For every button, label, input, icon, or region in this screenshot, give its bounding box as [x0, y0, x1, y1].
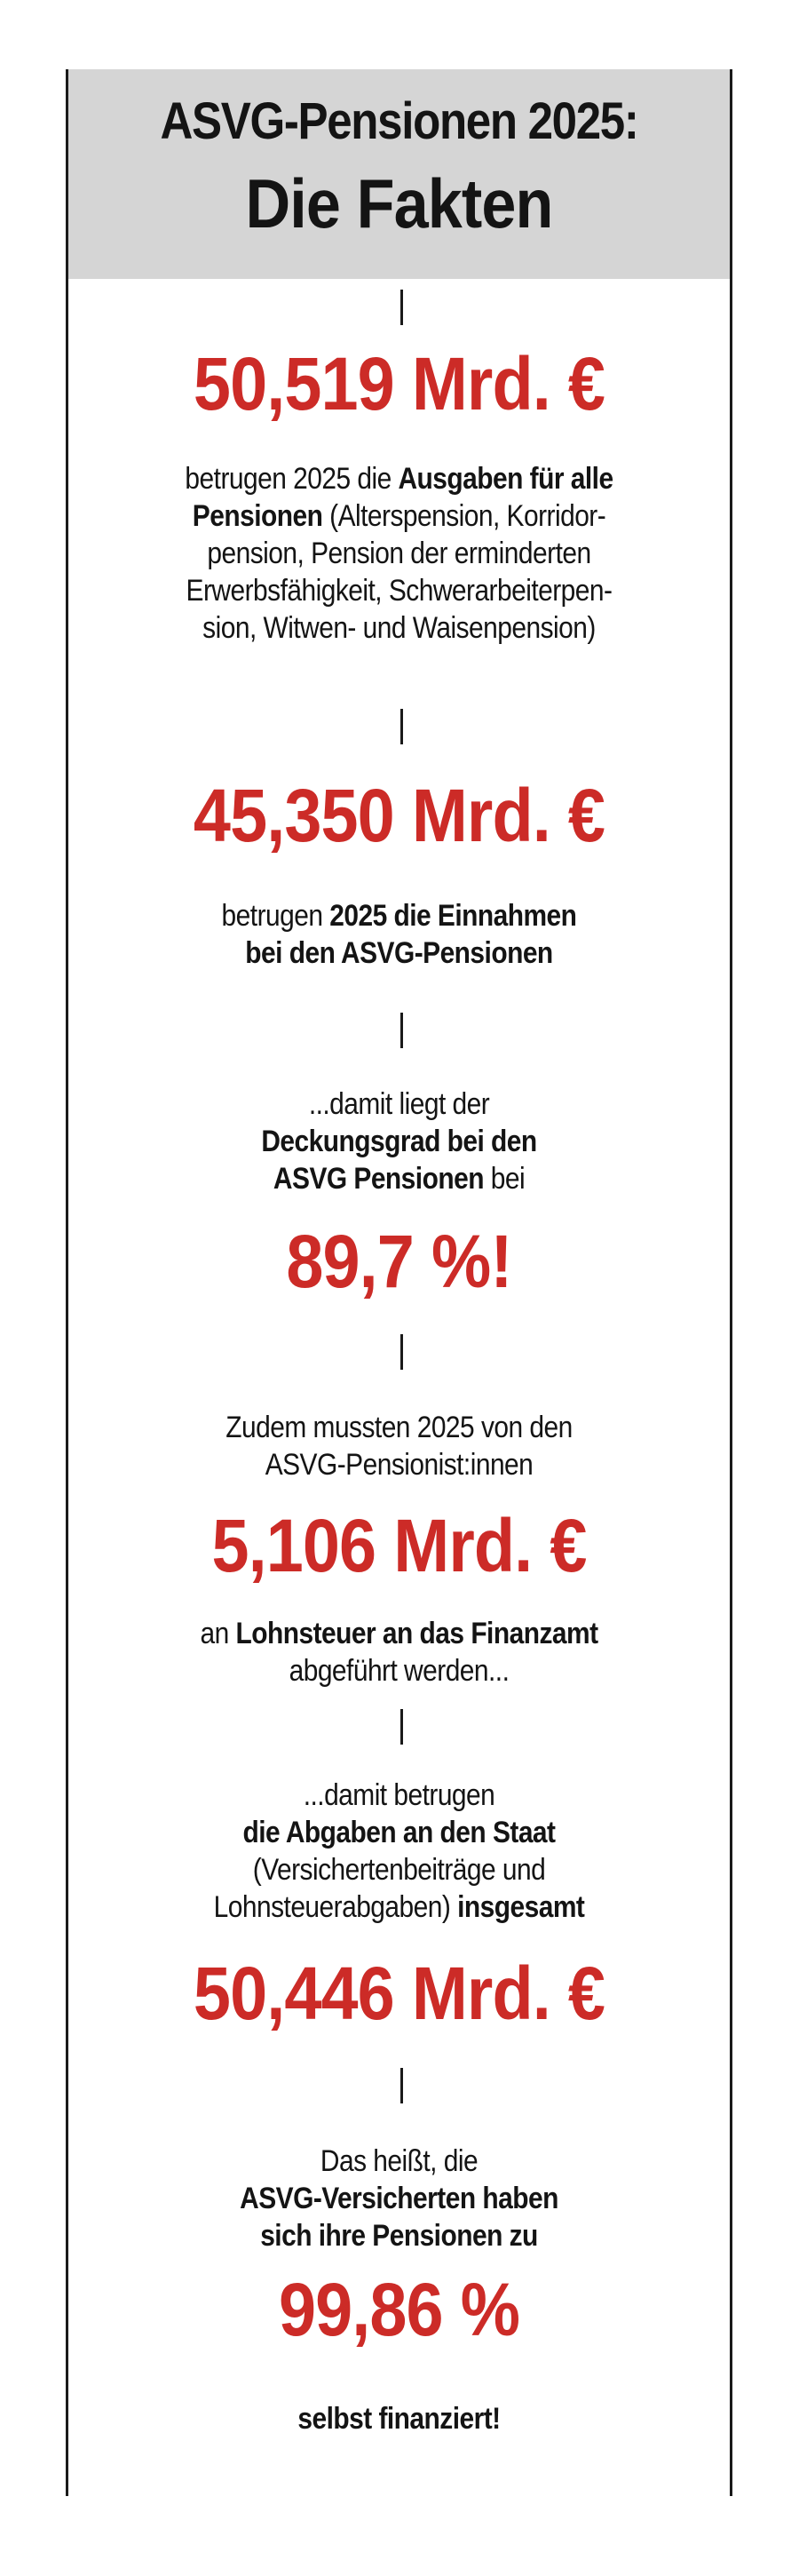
separator-3 [400, 1013, 403, 1048]
header-box: ASVG-Pensionen 2025: Die Fakten [68, 69, 730, 279]
separator-2 [400, 709, 403, 744]
levies-description: ...damit betrugen die Abgaben an den Sta… [213, 1778, 585, 1924]
tax-description: an Lohnsteuer an das Finanzamt abgeführt… [200, 1617, 598, 1688]
coverage-value: 89,7 %! [286, 1220, 512, 1303]
title-line-1: ASVG-Pensionen 2025: [160, 92, 638, 150]
separator-1 [400, 290, 403, 325]
expenses-value: 50,519 Mrd. € [193, 342, 605, 425]
self-financed-intro: Das heißt, die ASVG-Versicherten haben s… [240, 2144, 558, 2253]
expenses-description: betrugen 2025 die Ausgaben für alle Pens… [185, 462, 613, 645]
self-financed-closing: selbst finanziert! [297, 2402, 501, 2436]
separator-5 [400, 1709, 403, 1745]
levies-value: 50,446 Mrd. € [193, 1952, 605, 2035]
coverage-description: ...damit liegt der Deckungsgrad bei den … [261, 1087, 537, 1196]
facts-panel: ASVG-Pensionen 2025: Die Fakten 50,519 M… [66, 69, 732, 2496]
tax-intro: Zudem mussten 2025 von den ASVG-Pensioni… [225, 1411, 573, 1482]
tax-value: 5,106 Mrd. € [211, 1504, 587, 1587]
title-line-2: Die Fakten [245, 164, 553, 242]
separator-6 [400, 2068, 403, 2103]
revenue-description: betrugen 2025 die Einnahmen bei den ASVG… [221, 899, 577, 970]
self-financed-value: 99,86 % [278, 2268, 520, 2351]
separator-4 [400, 1334, 403, 1370]
revenue-value: 45,350 Mrd. € [193, 774, 605, 857]
